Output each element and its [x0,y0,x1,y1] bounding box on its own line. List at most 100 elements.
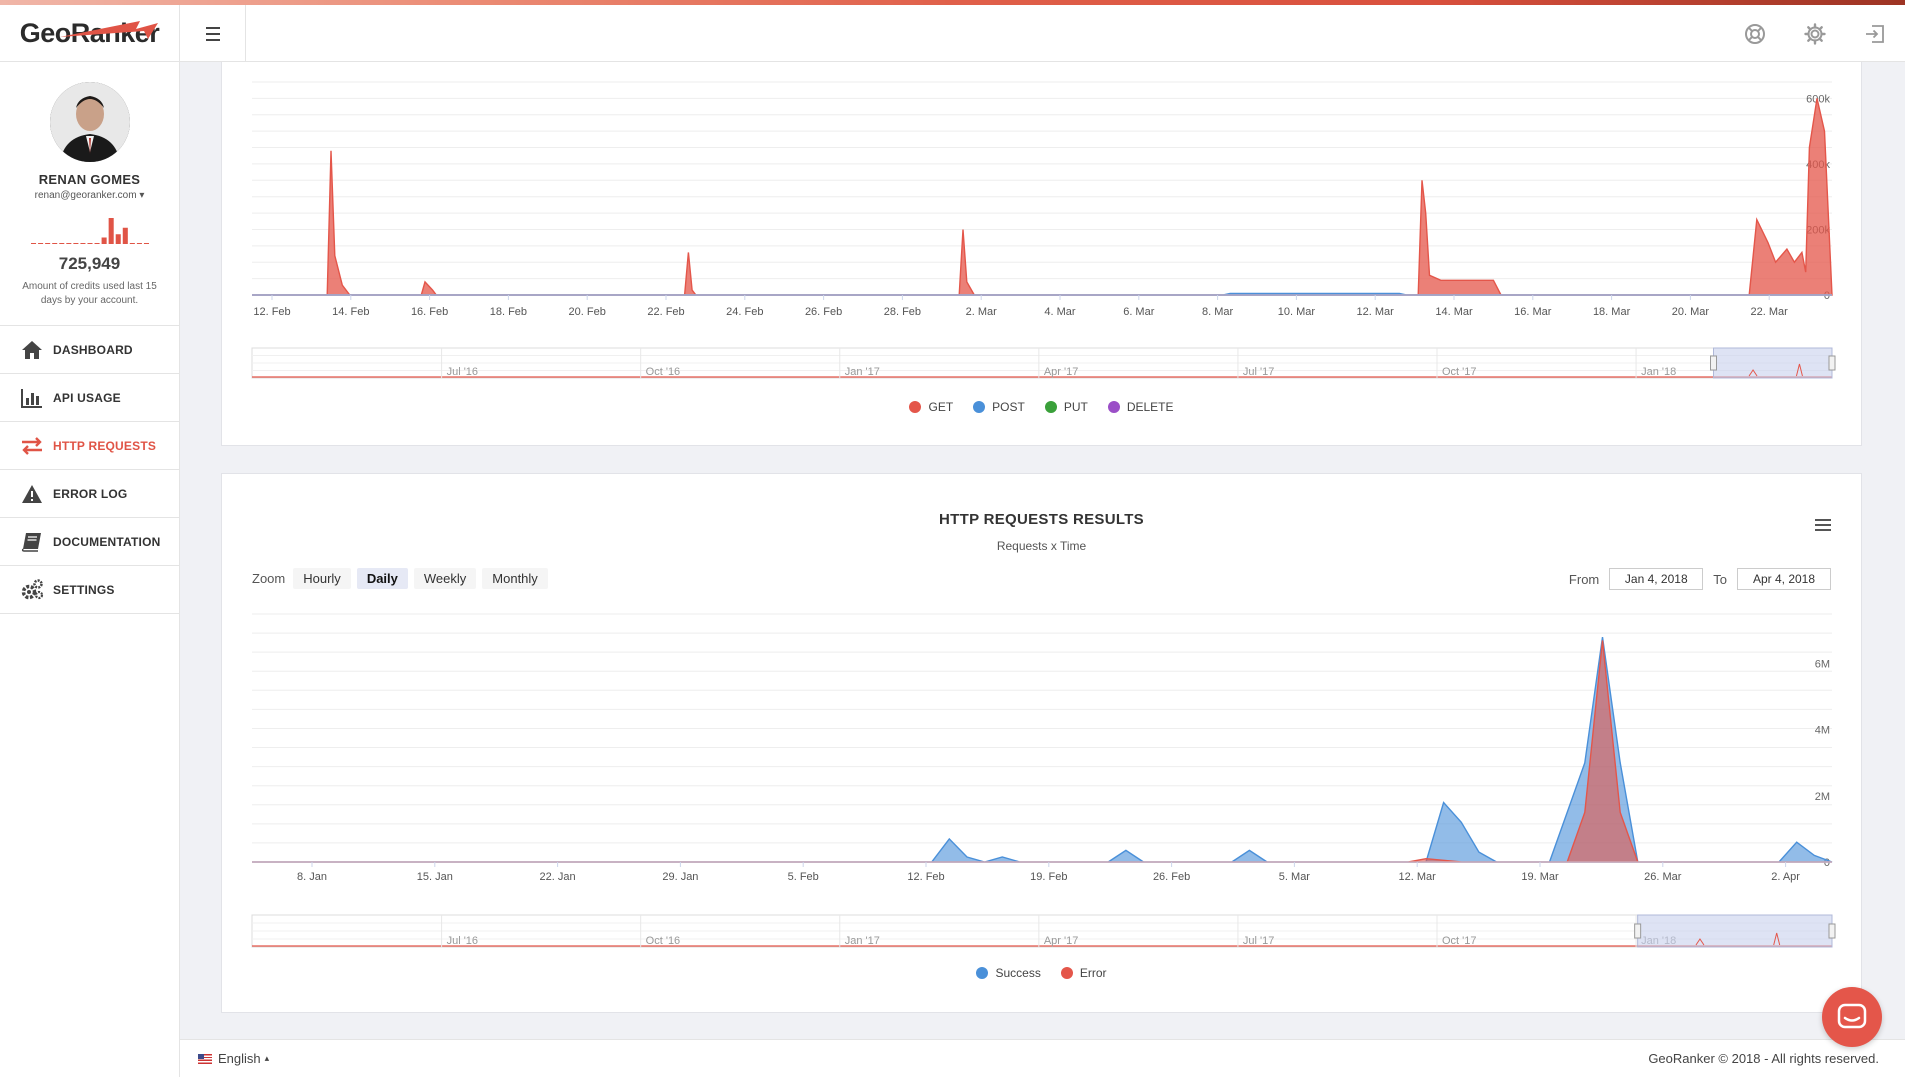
http-results-chart-card: HTTP REQUESTS RESULTS Requests x Time Zo… [221,473,1862,1013]
series-area-get [252,98,1833,296]
from-date-input[interactable] [1609,568,1704,590]
sidebar-item-settings[interactable]: SETTINGS [0,566,179,614]
logo[interactable]: GeoRanker [0,5,180,62]
legend-item-post[interactable]: POST [973,400,1025,414]
x-tick-label: 26. Mar [1644,871,1682,883]
legend-label: Success [995,966,1041,980]
credits-value: 725,949 [58,254,121,273]
sidebar-item-http-requests[interactable]: HTTP REQUESTS [0,422,179,470]
help-button[interactable] [1725,5,1785,62]
legend-item-put[interactable]: PUT [1044,400,1088,414]
sidebar-item-label: DOCUMENTATION [53,534,161,549]
sidebar-item-documentation[interactable]: DOCUMENTATION [0,518,179,566]
avatar[interactable] [49,82,130,162]
x-tick-label: 19. Mar [1521,871,1559,883]
logo-swoosh-icon [60,21,158,39]
settings-button[interactable] [1785,5,1845,62]
legend-dot [1107,401,1120,413]
chart-legend: GET POST PUT DELETE [222,400,1861,414]
sidebar-item-label: API USAGE [53,390,121,405]
from-label: From [1568,571,1600,587]
spark-bar [30,243,36,244]
navigator-label: Jan '18 [1641,366,1676,378]
zoom-monthly-button[interactable]: Monthly [482,568,548,589]
y-tick-label: 6M [1815,659,1830,671]
x-tick-label: 22. Jan [540,871,576,883]
x-tick-label: 10. Mar [1278,306,1316,318]
legend-dot [1044,401,1057,413]
navigator-label: Jul '17 [1243,366,1274,378]
navigator-label: Oct '17 [1442,366,1477,378]
x-tick-label: 5. Feb [788,871,819,883]
zoom-hourly-button[interactable]: Hourly [293,568,351,589]
navigator-handle [1634,923,1642,939]
navigator-handle [1828,923,1836,939]
zoom-weekly-button[interactable]: Weekly [413,568,477,589]
legend-item-error[interactable]: Error [1060,966,1107,980]
legend-label: Error [1079,966,1107,980]
legend-item-delete[interactable]: DELETE [1107,400,1174,414]
spark-bar [86,243,93,244]
to-label: To [1713,571,1727,587]
menu-toggle-button[interactable] [180,5,246,62]
top-accent-stripe [0,0,1905,5]
legend-dot [1060,967,1073,979]
x-tick-label: 28. Feb [884,306,921,318]
spark-bar [58,243,64,244]
user-email-dropdown[interactable]: renan@georanker.com ▾ [0,190,179,201]
x-tick-label: 12. Mar [1357,306,1395,318]
navigator-label: Jan '17 [845,935,880,947]
x-tick-label: 8. Jan [297,871,327,883]
x-tick-label: 20. Mar [1672,306,1710,318]
http-results-chart[interactable]: 0 2M 4M 6M 8. Jan 15. Jan 22. Jan 29. Jan 5. Feb… [222,474,1863,1014]
book-icon [20,530,44,554]
x-tick-label: 29. Jan [662,871,698,883]
spark-bar [143,243,149,244]
legend-item-success[interactable]: Success [976,966,1041,980]
x-tick-label: 8. Mar [1202,306,1234,318]
navigator-label: Oct '17 [1442,935,1477,947]
top-header [180,5,1905,62]
chart-title: HTTP REQUESTS RESULTS [939,511,1144,528]
x-tick-label: 24. Feb [726,306,763,318]
chat-icon [1837,1003,1867,1029]
navigator-label: Oct '16 [646,935,681,947]
navigator-label: Oct '16 [646,366,681,378]
x-tick-label: 2. Mar [966,306,998,318]
language-selector[interactable]: English ▴ [198,1051,269,1066]
x-tick-label: 22. Mar [1751,306,1789,318]
hamburger-icon [1815,519,1831,531]
logout-button[interactable] [1845,5,1905,62]
sidebar-item-label: ERROR LOG [53,486,128,501]
spark-bar [72,243,78,244]
spark-bar [136,243,142,244]
spark-bar [115,234,121,244]
chat-widget-button[interactable] [1822,987,1882,1047]
zoom-daily-button[interactable]: Daily [356,568,408,589]
legend-dot [909,401,922,413]
sidebar-item-api-usage[interactable]: API USAGE [0,374,179,422]
x-tick-label: 2. Apr [1771,871,1800,883]
x-tick-label: 12. Feb [253,306,290,318]
to-date-input[interactable] [1737,568,1831,590]
credits-note: Amount of credits used last 15 days by y… [22,281,157,306]
hamburger-icon [205,25,220,43]
x-tick-label: 15. Jan [417,871,453,883]
credits-sparkline [30,218,149,244]
user-photo [49,82,130,162]
gear-icon [1804,22,1826,45]
sidebar-item-error-log[interactable]: ERROR LOG [0,470,179,518]
user-profile: RENAN GOMES renan@georanker.com ▾ 725,94… [0,62,179,326]
caret-down-icon: ▾ [139,190,145,201]
zoom-label: Zoom [252,571,286,586]
sidebar-item-dashboard[interactable]: DASHBOARD [0,326,179,374]
x-tick-label: 16. Feb [411,306,448,318]
spark-bar [129,243,135,244]
legend-item-get[interactable]: GET [909,400,953,414]
x-tick-label: 6. Mar [1123,306,1155,318]
navigator-label: Apr '17 [1044,935,1079,947]
spark-bar [51,243,57,244]
legend-label: POST [992,400,1025,414]
chart-context-menu-button[interactable] [1815,516,1831,534]
